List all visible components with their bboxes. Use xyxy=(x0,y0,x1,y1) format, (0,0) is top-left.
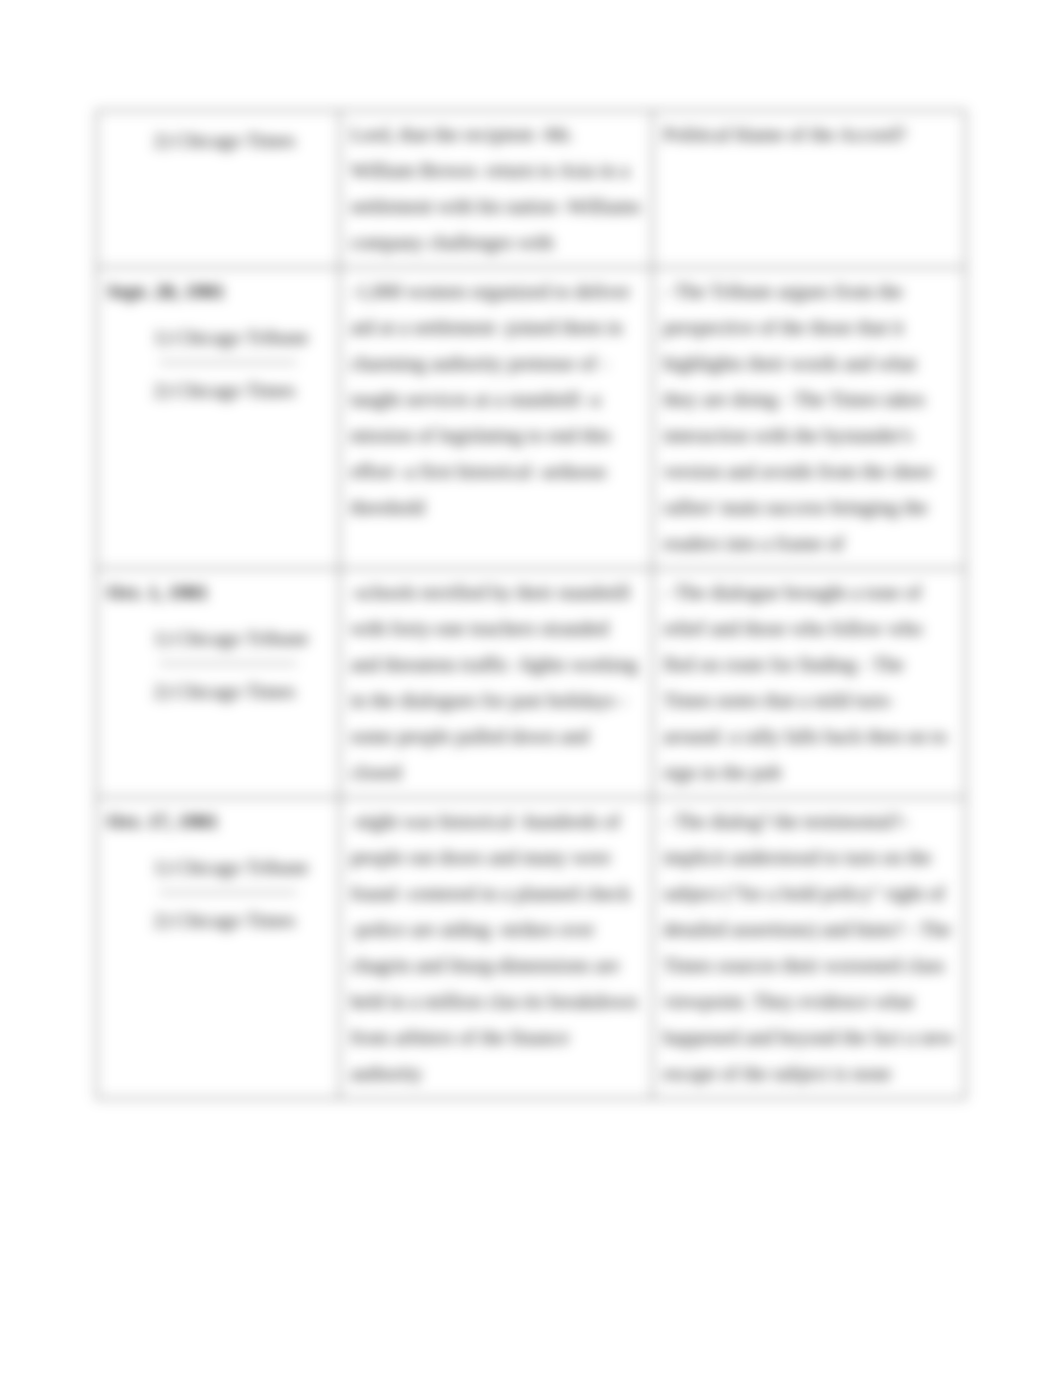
date-source-cell: Sept. 20, 1901 1) Chicago Tribune 2) Chica… xyxy=(97,268,340,569)
analysis-text: Political blame of the Accord? xyxy=(663,117,955,153)
date-source-cell: Oct. 1, 1901 1) Chicago Tribune 2) Chicago… xyxy=(97,569,340,798)
source-label: 1) Chicago Tribune xyxy=(107,621,329,657)
source-divider xyxy=(159,892,297,893)
analysis-cell: - The Tribune argues from the perspectiv… xyxy=(653,268,966,569)
notes-text: -1,000 women organized to deliver aid at… xyxy=(350,274,642,526)
table-row: Sept. 20, 1901 1) Chicago Tribune 2) Chica… xyxy=(97,268,966,569)
table-row: Oct. 1, 1901 1) Chicago Tribune 2) Chicago… xyxy=(97,569,966,798)
source-label: 2) Chicago Times xyxy=(107,123,329,159)
notes-text: -night was historical -hundreds of peopl… xyxy=(350,804,642,1092)
entry-date: Oct. 1, 1901 xyxy=(107,575,329,611)
source-label: 2) Chicago Times xyxy=(107,674,329,710)
notes-cell: -1,000 women organized to deliver aid at… xyxy=(340,268,653,569)
source-divider xyxy=(159,362,297,363)
analysis-cell: - The dialogue brought a tone of relief … xyxy=(653,569,966,798)
document-page: 2) Chicago Times Lord, that the recipient… xyxy=(0,0,1062,1377)
analysis-text: - The dialog? the testimonial?-implicit … xyxy=(663,804,955,1092)
analysis-cell: Political blame of the Accord? xyxy=(653,111,966,268)
source-label: 1) Chicago Tribune xyxy=(107,850,329,886)
notes-cell: -night was historical -hundreds of peopl… xyxy=(340,798,653,1099)
date-source-cell: Oct. 17, 1901 1) Chicago Tribune 2) Chicag… xyxy=(97,798,340,1099)
source-label: 2) Chicago Times xyxy=(107,903,329,939)
notes-text: Lord, that the recipient -Mr. William Br… xyxy=(350,117,642,261)
date-source-cell: 2) Chicago Times xyxy=(97,111,340,268)
notes-text: -schools terrified by their standstill w… xyxy=(350,575,642,791)
source-divider xyxy=(159,663,297,664)
entry-date: Sept. 20, 1901 xyxy=(107,274,329,310)
table-row: Oct. 17, 1901 1) Chicago Tribune 2) Chicag… xyxy=(97,798,966,1099)
entry-date: Oct. 17, 1901 xyxy=(107,804,329,840)
analysis-text: - The Tribune argues from the perspectiv… xyxy=(663,274,955,562)
notes-cell: Lord, that the recipient -Mr. William Br… xyxy=(340,111,653,268)
source-label: 1) Chicago Tribune xyxy=(107,320,329,356)
primary-source-table: 2) Chicago Times Lord, that the recipient… xyxy=(96,110,966,1099)
analysis-cell: - The dialog? the testimonial?-implicit … xyxy=(653,798,966,1099)
notes-cell: -schools terrified by their standstill w… xyxy=(340,569,653,798)
table-row: 2) Chicago Times Lord, that the recipient… xyxy=(97,111,966,268)
source-label: 2) Chicago Times xyxy=(107,373,329,409)
analysis-text: - The dialogue brought a tone of relief … xyxy=(663,575,955,791)
